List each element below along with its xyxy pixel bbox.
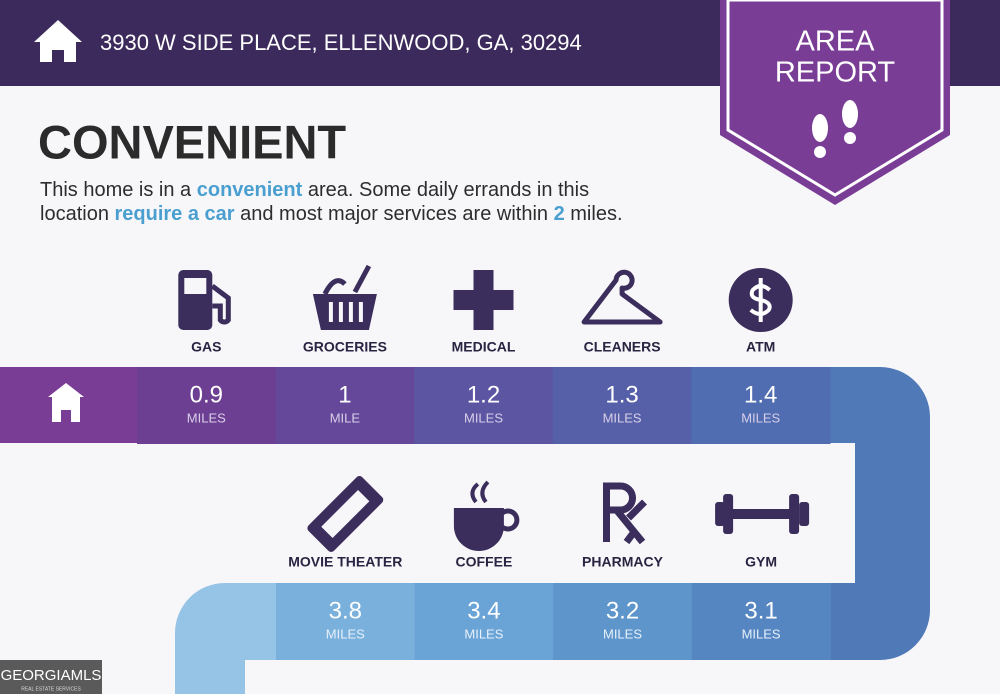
band-cell	[275, 367, 415, 444]
highlight: 2	[554, 203, 565, 225]
band-cell	[553, 583, 693, 660]
place-label: ATM	[746, 339, 775, 355]
icon	[715, 494, 810, 534]
icon	[728, 268, 793, 332]
icon	[210, 284, 231, 325]
distance-unit: MILE	[330, 410, 361, 425]
icon	[603, 482, 647, 545]
distance: 3.2	[606, 597, 639, 624]
logo: GEORGIAMLS	[1, 667, 102, 684]
band-cell	[414, 367, 554, 444]
icon	[731, 509, 792, 519]
icon	[453, 508, 504, 551]
description-line: location require a car and most major se…	[40, 203, 623, 225]
distance: 3.1	[744, 597, 777, 624]
text: and most major services are within	[235, 203, 554, 225]
highlight: convenient	[197, 179, 303, 201]
description-line: This home is in a convenient area. Some …	[40, 179, 589, 201]
text: area. Some daily errands in this	[302, 179, 589, 201]
band-cell	[552, 367, 692, 444]
badge-border	[726, 0, 944, 197]
icon	[184, 278, 207, 294]
place-label: GYM	[745, 554, 777, 570]
band-cell	[691, 367, 831, 444]
distance: 1.2	[467, 381, 500, 408]
text: location	[40, 203, 115, 225]
icon	[581, 269, 663, 325]
icon	[358, 302, 363, 322]
footprints-icon	[812, 100, 858, 158]
distance-unit: MILES	[741, 410, 780, 425]
rows: GAS 0.9 MILES GROCERIES 1 MILE MEDICAL 1.2 MILES…	[137, 264, 831, 660]
home-icon	[48, 383, 84, 422]
distance-unit: MILES	[742, 626, 781, 641]
band-cell	[691, 583, 831, 660]
icon	[338, 302, 343, 322]
icon	[322, 264, 372, 296]
icon	[789, 494, 800, 534]
distance: 1	[338, 381, 351, 408]
heading: CONVENIENT	[38, 115, 346, 168]
place-label: PHARMACY	[582, 554, 664, 570]
icon	[799, 502, 810, 526]
icon	[328, 302, 333, 322]
icon	[307, 476, 384, 552]
icon	[603, 482, 647, 545]
distance-unit: MILES	[464, 626, 503, 641]
highlight: require a car	[115, 203, 235, 225]
icon	[348, 302, 353, 322]
icon	[453, 270, 514, 330]
place-label: CLEANERS	[584, 339, 661, 355]
badge	[720, 0, 950, 205]
logo-sub: REAL ESTATE SERVICES	[21, 686, 81, 692]
icon	[715, 502, 726, 526]
icon	[723, 494, 734, 534]
distance: 1.4	[744, 381, 777, 408]
badge-line: REPORT	[775, 57, 896, 89]
icon	[496, 508, 520, 532]
distance-unit: MILES	[187, 410, 226, 425]
band-cell	[414, 583, 554, 660]
place-label: GROCERIES	[303, 339, 387, 355]
icon	[581, 269, 663, 325]
band-connector	[830, 367, 930, 660]
icon	[178, 270, 231, 330]
icon	[749, 278, 772, 322]
distance-unit: MILES	[603, 410, 642, 425]
icon	[453, 270, 514, 330]
distance: 3.8	[329, 597, 362, 624]
home-icon	[34, 20, 82, 62]
distance-unit: MILES	[603, 626, 642, 641]
logo-box	[0, 660, 102, 694]
icon	[312, 294, 377, 330]
place-label: COFFEE	[456, 554, 513, 570]
text: This home is in a	[40, 179, 197, 201]
band-cell	[276, 583, 416, 660]
text: miles.	[565, 203, 623, 225]
distance: 1.3	[605, 381, 638, 408]
badge-line: AREA	[796, 26, 876, 58]
distance-unit: MILES	[326, 626, 365, 641]
distance-unit: MILES	[464, 410, 503, 425]
distance: 0.9	[190, 381, 223, 408]
address: 3930 W SIDE PLACE, ELLENWOOD, GA, 30294	[100, 30, 582, 55]
description: This home is in a convenient area. Some …	[40, 179, 623, 225]
icon	[312, 264, 377, 330]
icon	[321, 489, 370, 539]
place-label: GAS	[191, 339, 221, 355]
place-label: MOVIE THEATER	[288, 554, 402, 570]
place-label: MEDICAL	[452, 339, 516, 355]
band-cell	[137, 367, 277, 444]
distance: 3.4	[467, 597, 500, 624]
icon	[470, 480, 490, 504]
icon	[307, 476, 384, 552]
band-connector	[175, 583, 276, 694]
icon	[453, 480, 520, 551]
